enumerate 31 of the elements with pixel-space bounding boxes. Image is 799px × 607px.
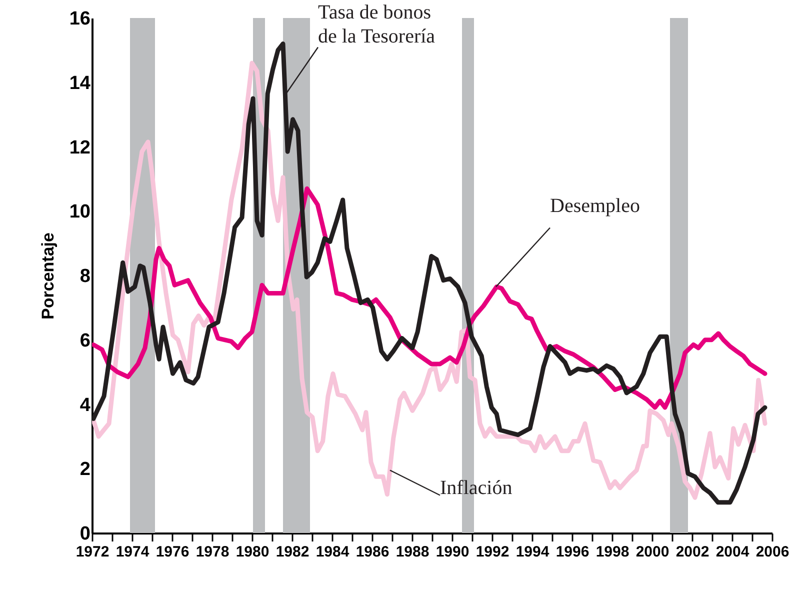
x-tick-label: 1976 [156, 544, 190, 560]
x-tick-label: 2004 [716, 544, 750, 560]
x-tick-label: 1978 [196, 544, 230, 560]
x-tick-label: 1984 [316, 544, 350, 560]
x-tick-label: 1990 [436, 544, 470, 560]
y-tick-label: 10 [69, 202, 90, 223]
y-tick-label: 0 [80, 524, 90, 544]
annotation: Tasa de bonos de la Tesorería [318, 1, 436, 48]
annotation: Desempleo [550, 194, 640, 217]
x-tick-label: 2000 [636, 544, 670, 560]
y-tick-label: 6 [80, 330, 90, 352]
y-tick-label: 4 [80, 394, 91, 416]
y-tick-label: 2 [80, 459, 90, 480]
x-tick-label: 1996 [556, 544, 590, 560]
x-tick-label: 1992 [476, 544, 510, 560]
y-tick-label: 8 [80, 266, 90, 287]
y-tick-label: 12 [69, 137, 90, 158]
x-tick-label: 1988 [396, 544, 430, 560]
y-tick-label: 14 [69, 72, 91, 94]
x-tick-label: 1986 [356, 544, 390, 560]
x-tick-label: 2006 [756, 544, 790, 560]
x-tick-label: 1982 [276, 544, 310, 560]
x-tick-label: 2002 [676, 544, 710, 560]
x-tick-label: 1980 [236, 544, 270, 560]
x-tick-label: 1998 [596, 544, 630, 560]
y-tick-label: 16 [69, 8, 90, 30]
x-tick-label: 1972 [76, 544, 110, 560]
x-tick-label: 1994 [516, 544, 550, 560]
annotation: Inflación [440, 477, 512, 500]
y-axis-title: Porcentaje [38, 232, 58, 320]
x-tick-label: 1974 [116, 544, 150, 560]
